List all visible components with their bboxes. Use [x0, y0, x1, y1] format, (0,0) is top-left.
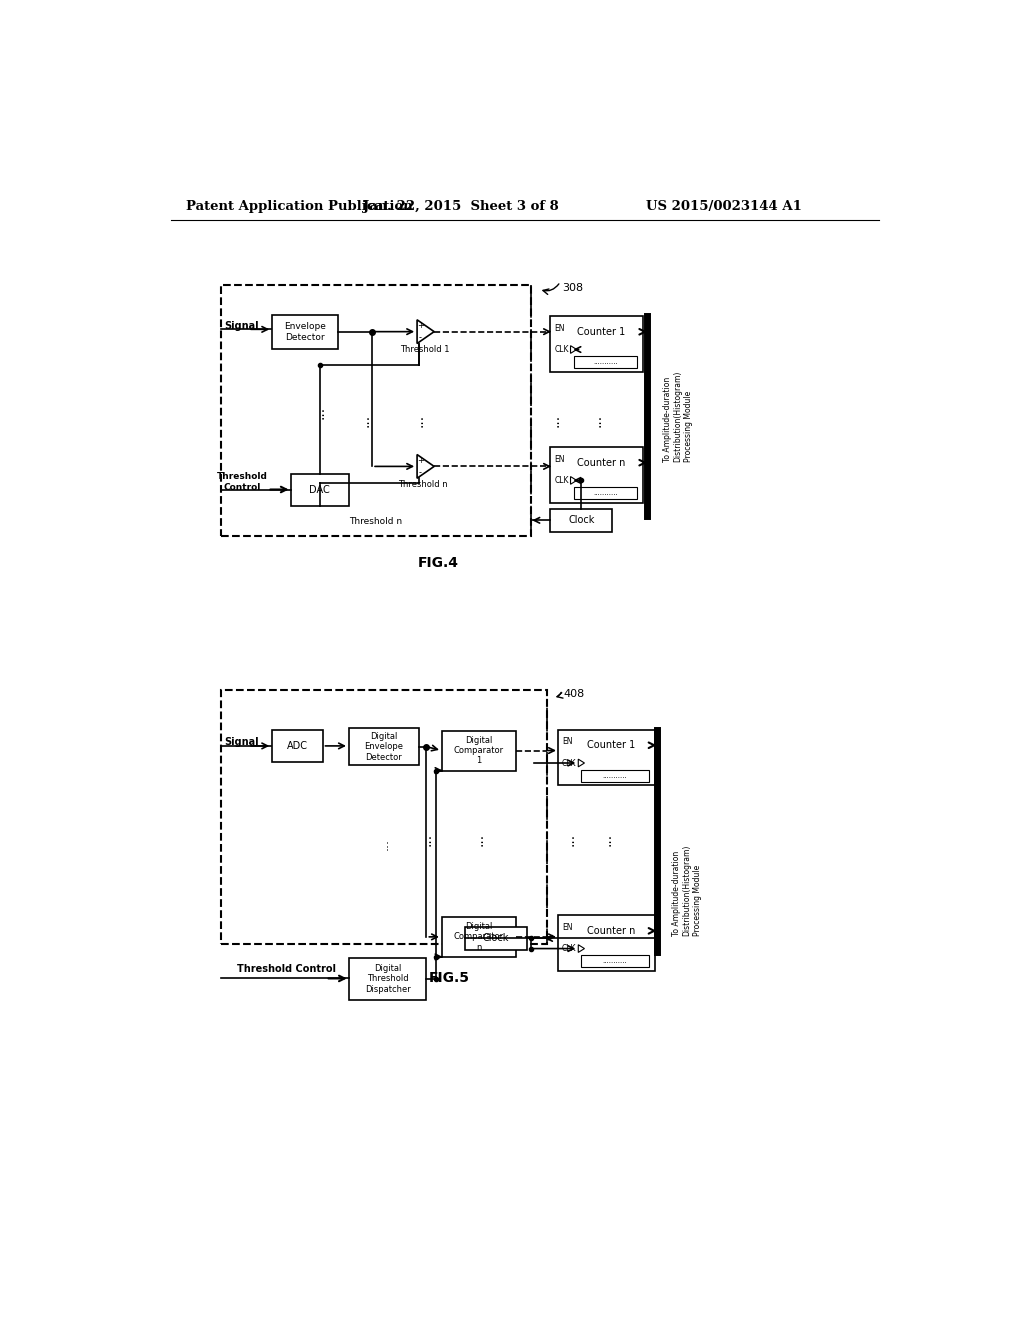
Text: To Amplitude-duration
Distribution(Histogram)
Processing Module: To Amplitude-duration Distribution(Histo…	[672, 845, 701, 936]
Text: ...........: ...........	[593, 359, 617, 366]
Text: Threshold n: Threshold n	[398, 480, 449, 488]
Text: EN: EN	[554, 455, 565, 463]
Text: Threshold n: Threshold n	[349, 517, 402, 527]
Text: CLK: CLK	[562, 944, 577, 953]
Text: Counter n: Counter n	[587, 925, 636, 936]
Text: ...........: ...........	[593, 490, 617, 496]
Text: Threshold 1: Threshold 1	[400, 345, 450, 354]
Text: CLK: CLK	[562, 759, 577, 767]
Text: Counter 1: Counter 1	[588, 741, 636, 750]
Bar	[582, 770, 649, 781]
Text: EN: EN	[562, 738, 572, 746]
Bar	[558, 915, 655, 970]
Text: +: +	[417, 455, 424, 465]
Bar	[291, 474, 349, 507]
Text: Digital
Comparator
1: Digital Comparator 1	[454, 735, 504, 766]
Text: Counter n: Counter n	[578, 458, 626, 467]
Bar	[221, 285, 531, 536]
Bar	[349, 958, 426, 1001]
Text: Signal: Signal	[224, 737, 259, 747]
Bar	[465, 927, 527, 950]
Text: ...: ...	[312, 407, 327, 418]
Bar	[558, 730, 655, 785]
Text: ...: ...	[547, 413, 561, 426]
Text: EN: EN	[554, 323, 565, 333]
Text: ADC: ADC	[287, 741, 308, 751]
Text: ...........: ...........	[603, 958, 628, 965]
Text: CLK: CLK	[554, 345, 568, 354]
Bar	[550, 447, 643, 503]
Bar	[582, 956, 649, 968]
Text: US 2015/0023144 A1: US 2015/0023144 A1	[646, 199, 802, 213]
Text: ...: ...	[420, 833, 433, 846]
Text: Jan. 22, 2015  Sheet 3 of 8: Jan. 22, 2015 Sheet 3 of 8	[364, 199, 559, 213]
Text: ...: ...	[590, 413, 604, 426]
Bar	[349, 729, 419, 766]
Text: Clock: Clock	[568, 515, 595, 525]
Text: ...: ...	[377, 838, 390, 850]
Text: To Amplitude-duration
Distribution(Histogram)
Processing Module: To Amplitude-duration Distribution(Histo…	[663, 371, 692, 462]
Text: Digital
Envelope
Detector: Digital Envelope Detector	[365, 731, 403, 762]
Text: 308: 308	[562, 282, 583, 293]
Text: +: +	[417, 321, 424, 330]
Text: Signal: Signal	[224, 321, 259, 331]
Text: DAC: DAC	[309, 486, 330, 495]
Text: Envelope
Detector: Envelope Detector	[284, 322, 326, 342]
Text: -: -	[419, 333, 422, 342]
Bar	[272, 314, 338, 350]
Text: Digital
Threshold
Dispatcher: Digital Threshold Dispatcher	[365, 964, 411, 994]
Text: Digital
Comparator
n: Digital Comparator n	[454, 921, 504, 952]
Bar	[221, 689, 547, 944]
Text: Threshold Control: Threshold Control	[238, 964, 336, 974]
Text: Patent Application Publication: Patent Application Publication	[186, 199, 413, 213]
Text: Clock: Clock	[483, 933, 509, 944]
Text: ...........: ...........	[603, 772, 628, 779]
Text: FIG.5: FIG.5	[429, 972, 470, 986]
Text: 408: 408	[563, 689, 585, 698]
Bar	[573, 487, 637, 499]
Bar	[442, 730, 515, 771]
Text: CLK: CLK	[554, 477, 568, 484]
Text: ...: ...	[412, 413, 426, 426]
Text: ...: ...	[357, 413, 372, 426]
Bar	[272, 730, 323, 762]
Text: FIG.4: FIG.4	[418, 556, 459, 570]
Bar	[550, 317, 643, 372]
Bar	[442, 917, 515, 957]
Text: -: -	[419, 467, 422, 477]
Bar	[550, 508, 612, 532]
Text: ...: ...	[563, 833, 577, 846]
Text: ...: ...	[472, 833, 485, 846]
Text: EN: EN	[562, 923, 572, 932]
Text: ...: ...	[600, 833, 613, 846]
Text: Counter 1: Counter 1	[578, 327, 626, 337]
Text: Threshold
Control: Threshold Control	[216, 473, 267, 491]
Bar	[573, 356, 637, 368]
